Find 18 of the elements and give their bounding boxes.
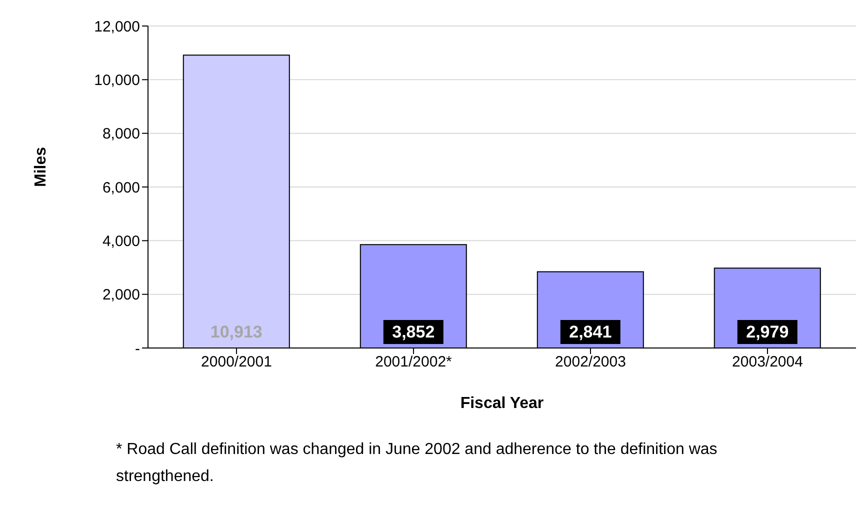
- data-label: 2,979: [746, 322, 789, 342]
- x-axis-title: Fiscal Year: [460, 395, 544, 412]
- y-axis-title: Miles: [32, 146, 50, 187]
- data-label: 3,852: [392, 322, 435, 342]
- y-tick-label: 12,000: [94, 18, 140, 36]
- y-tick-label: 2,000: [102, 286, 140, 304]
- y-tick-label: -: [135, 340, 140, 358]
- data-label: 2,841: [569, 322, 612, 342]
- x-tick-label: 2002/2003: [555, 354, 626, 371]
- x-tick-label: 2003/2004: [732, 354, 803, 371]
- data-label: 10,913: [210, 322, 262, 342]
- y-tick-label: 10,000: [94, 72, 140, 89]
- y-tick-label: 6,000: [102, 179, 140, 196]
- y-tick-label: 4,000: [102, 232, 140, 250]
- x-tick-label: 2001/2002*: [375, 354, 452, 371]
- y-tick-label: 8,000: [102, 126, 140, 143]
- x-tick-label: 2000/2001: [201, 354, 272, 371]
- text: * Road Call definition was changed in June 2002 and adherence to the definition was strengthened.: [116, 440, 718, 487]
